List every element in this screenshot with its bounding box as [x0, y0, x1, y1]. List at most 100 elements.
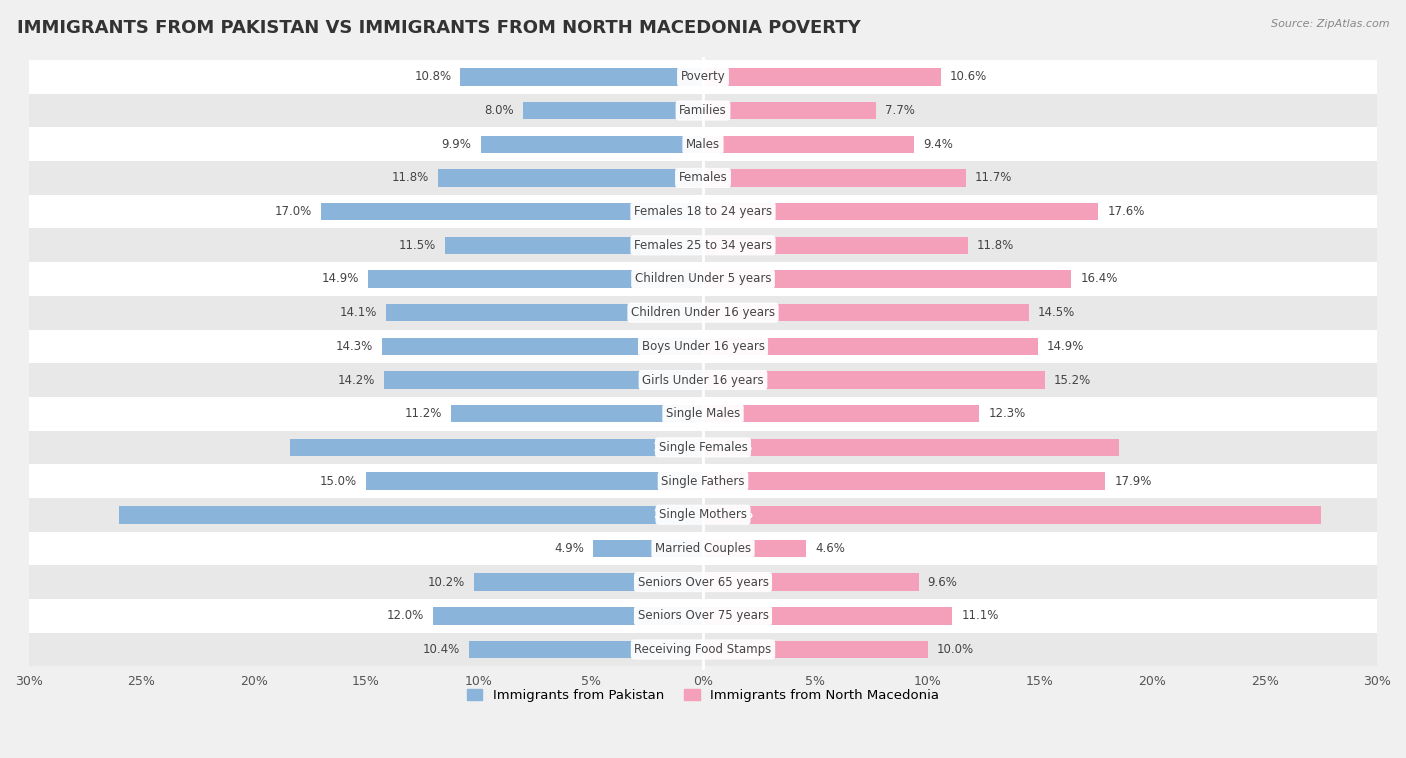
Bar: [30, 94, 1376, 127]
Text: 12.0%: 12.0%: [387, 609, 425, 622]
Bar: [30, 127, 1376, 161]
Text: Females: Females: [679, 171, 727, 184]
Text: Females 25 to 34 years: Females 25 to 34 years: [634, 239, 772, 252]
Text: 10.0%: 10.0%: [936, 643, 974, 656]
Text: 14.3%: 14.3%: [336, 340, 373, 352]
Bar: [703, 439, 1119, 456]
Bar: [120, 506, 703, 524]
Text: 9.9%: 9.9%: [441, 138, 471, 151]
Bar: [703, 371, 1045, 389]
Bar: [703, 472, 1105, 490]
Bar: [30, 531, 1376, 565]
Bar: [30, 397, 1376, 431]
Text: 17.9%: 17.9%: [1114, 475, 1152, 487]
Bar: [703, 641, 928, 658]
Bar: [703, 270, 1071, 288]
Text: 16.4%: 16.4%: [1080, 272, 1118, 286]
Bar: [703, 540, 807, 557]
Text: Males: Males: [686, 138, 720, 151]
Text: Single Fathers: Single Fathers: [661, 475, 745, 487]
Text: Married Couples: Married Couples: [655, 542, 751, 555]
Text: 7.7%: 7.7%: [884, 104, 915, 117]
Text: 4.9%: 4.9%: [554, 542, 583, 555]
Text: Seniors Over 65 years: Seniors Over 65 years: [637, 575, 769, 589]
Text: 15.2%: 15.2%: [1053, 374, 1091, 387]
Text: 9.6%: 9.6%: [928, 575, 957, 589]
Bar: [451, 405, 703, 422]
Bar: [30, 464, 1376, 498]
Bar: [470, 641, 703, 658]
Bar: [321, 203, 703, 221]
Bar: [433, 607, 703, 625]
Bar: [30, 262, 1376, 296]
Text: Girls Under 16 years: Girls Under 16 years: [643, 374, 763, 387]
Text: 11.7%: 11.7%: [974, 171, 1012, 184]
Text: 15.0%: 15.0%: [319, 475, 357, 487]
Text: 18.4%: 18.4%: [652, 441, 695, 454]
Bar: [703, 337, 1038, 355]
Bar: [30, 228, 1376, 262]
Text: 12.3%: 12.3%: [988, 407, 1025, 420]
Text: 11.5%: 11.5%: [398, 239, 436, 252]
Bar: [30, 498, 1376, 531]
Bar: [523, 102, 703, 119]
Bar: [474, 573, 703, 591]
Text: 14.9%: 14.9%: [1047, 340, 1084, 352]
Text: 11.8%: 11.8%: [392, 171, 429, 184]
Text: Receiving Food Stamps: Receiving Food Stamps: [634, 643, 772, 656]
Text: 18.5%: 18.5%: [711, 441, 754, 454]
Bar: [703, 506, 1320, 524]
Text: Single Males: Single Males: [666, 407, 740, 420]
Bar: [30, 431, 1376, 464]
Text: 10.8%: 10.8%: [415, 70, 451, 83]
Bar: [703, 68, 941, 86]
Legend: Immigrants from Pakistan, Immigrants from North Macedonia: Immigrants from Pakistan, Immigrants fro…: [461, 683, 945, 707]
Text: 11.2%: 11.2%: [405, 407, 443, 420]
Text: Boys Under 16 years: Boys Under 16 years: [641, 340, 765, 352]
Bar: [703, 573, 918, 591]
Bar: [30, 363, 1376, 397]
Bar: [384, 371, 703, 389]
Text: Source: ZipAtlas.com: Source: ZipAtlas.com: [1271, 19, 1389, 29]
Text: 17.0%: 17.0%: [274, 205, 312, 218]
Text: Children Under 16 years: Children Under 16 years: [631, 306, 775, 319]
Text: Children Under 5 years: Children Under 5 years: [634, 272, 772, 286]
Text: 10.2%: 10.2%: [427, 575, 465, 589]
Bar: [30, 599, 1376, 633]
Bar: [460, 68, 703, 86]
Text: 4.6%: 4.6%: [815, 542, 845, 555]
Bar: [703, 236, 969, 254]
Text: 17.6%: 17.6%: [1108, 205, 1144, 218]
Bar: [30, 296, 1376, 330]
Bar: [30, 161, 1376, 195]
Text: 14.1%: 14.1%: [340, 306, 377, 319]
Bar: [30, 195, 1376, 228]
Bar: [368, 270, 703, 288]
Text: 14.2%: 14.2%: [337, 374, 375, 387]
Text: 10.6%: 10.6%: [950, 70, 987, 83]
Bar: [30, 330, 1376, 363]
Bar: [437, 169, 703, 186]
Text: Families: Families: [679, 104, 727, 117]
Bar: [703, 136, 914, 153]
Bar: [703, 304, 1029, 321]
Bar: [30, 60, 1376, 94]
Bar: [703, 169, 966, 186]
Bar: [30, 633, 1376, 666]
Text: IMMIGRANTS FROM PAKISTAN VS IMMIGRANTS FROM NORTH MACEDONIA POVERTY: IMMIGRANTS FROM PAKISTAN VS IMMIGRANTS F…: [17, 19, 860, 37]
Bar: [366, 472, 703, 490]
Bar: [703, 607, 952, 625]
Bar: [593, 540, 703, 557]
Text: Females 18 to 24 years: Females 18 to 24 years: [634, 205, 772, 218]
Bar: [481, 136, 703, 153]
Text: 27.5%: 27.5%: [711, 509, 752, 522]
Bar: [387, 304, 703, 321]
Bar: [703, 203, 1098, 221]
Text: 10.4%: 10.4%: [423, 643, 460, 656]
Bar: [703, 405, 980, 422]
Text: 11.1%: 11.1%: [962, 609, 998, 622]
Text: 9.4%: 9.4%: [924, 138, 953, 151]
Text: 11.8%: 11.8%: [977, 239, 1014, 252]
Text: 8.0%: 8.0%: [485, 104, 515, 117]
Text: Poverty: Poverty: [681, 70, 725, 83]
